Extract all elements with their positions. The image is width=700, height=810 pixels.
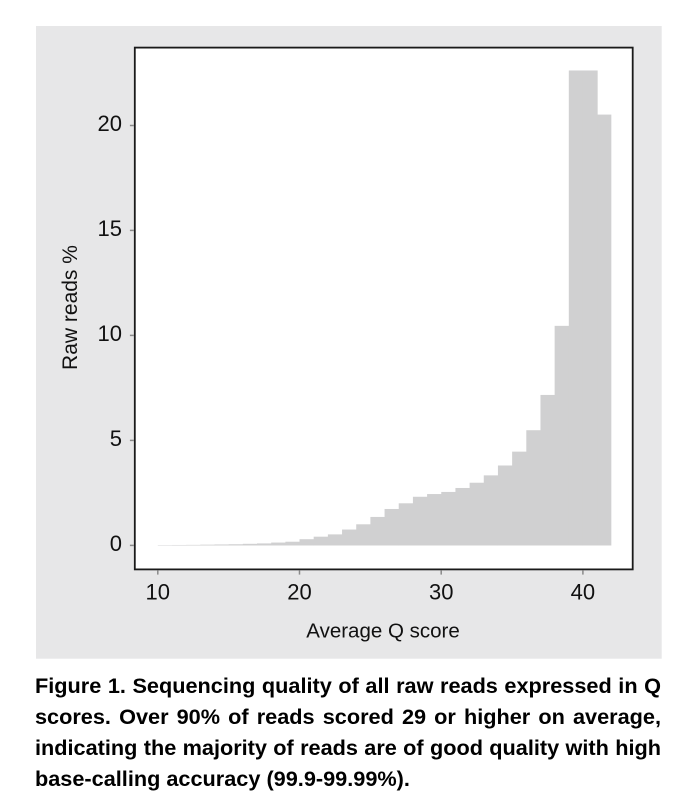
svg-text:30: 30 bbox=[429, 580, 453, 605]
svg-text:40: 40 bbox=[571, 580, 595, 605]
svg-text:10: 10 bbox=[146, 580, 170, 605]
svg-text:Raw reads %: Raw reads % bbox=[59, 245, 82, 370]
svg-text:20: 20 bbox=[98, 111, 122, 136]
svg-text:20: 20 bbox=[287, 580, 311, 605]
svg-text:15: 15 bbox=[98, 216, 122, 241]
svg-text:Average Q score: Average Q score bbox=[306, 620, 459, 643]
svg-text:10: 10 bbox=[98, 321, 122, 346]
svg-text:0: 0 bbox=[110, 531, 122, 556]
svg-text:5: 5 bbox=[110, 426, 122, 451]
